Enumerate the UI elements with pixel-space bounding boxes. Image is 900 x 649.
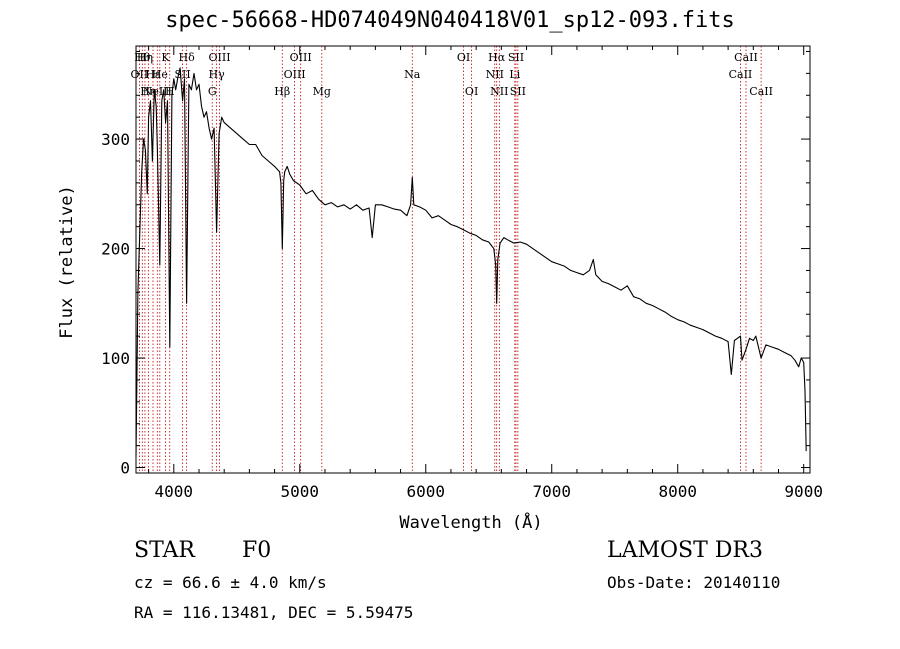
observation-date: Obs-Date: 20140110 <box>607 573 781 592</box>
y-tick-label-0: 0 <box>120 459 130 478</box>
plot-frame <box>135 45 811 474</box>
line-label-28: CaII <box>734 51 758 64</box>
y-tick-label-1: 100 <box>101 349 130 368</box>
line-label-21: NII <box>486 68 504 81</box>
line-markers-group <box>139 46 762 473</box>
redshift-cz: cz = 66.6 ± 4.0 km/s <box>134 573 327 592</box>
line-label-6: He <box>152 68 168 81</box>
x-tick-label-0: 4000 <box>155 482 194 501</box>
line-label-15: OIII <box>284 68 306 81</box>
line-label-18: Na <box>404 68 421 81</box>
line-label-20: OI <box>465 85 478 98</box>
x-tick-label-1: 5000 <box>281 482 320 501</box>
line-label-9: SII <box>174 68 190 81</box>
line-label-17: Mg <box>313 85 331 98</box>
object-subclass: F0 <box>242 538 272 563</box>
x-axis-label: Wavelength (Å) <box>399 511 542 533</box>
x-tick-label-4: 8000 <box>658 482 697 501</box>
survey-name: LAMOST DR3 <box>607 538 763 563</box>
object-class: STAR <box>134 538 195 563</box>
line-label-23: NII <box>490 85 508 98</box>
line-label-11: G <box>208 85 217 98</box>
line-label-25: SII <box>508 51 524 64</box>
ra-dec-coordinates: RA = 116.13481, DEC = 5.59475 <box>134 603 414 622</box>
line-label-29: CaII <box>749 85 773 98</box>
y-axis-label: Flux (relative) <box>57 185 77 339</box>
line-label-14: Hβ <box>274 85 290 98</box>
line-label-10: Hδ <box>179 51 196 64</box>
line-label-0: OII <box>131 68 149 81</box>
x-tick-label-5: 9000 <box>784 482 823 501</box>
ticks-group: 4000 5000 6000 7000 8000 9000 0 100 200 300 <box>101 46 823 501</box>
line-label-4: Hε <box>145 68 161 81</box>
series-group <box>135 67 807 457</box>
line-label-1: Hθ <box>134 51 151 64</box>
line-label-8: H <box>165 85 175 98</box>
y-tick-label-2: 200 <box>101 240 130 259</box>
line-label-19: OI <box>457 51 470 64</box>
line-label-5: NeIII <box>143 85 172 98</box>
x-tick-label-2: 6000 <box>406 482 445 501</box>
line-label-26: SII <box>510 85 526 98</box>
line-label-12: Hγ <box>209 68 226 81</box>
line-label-13: OIII <box>208 51 230 64</box>
line-label-22: Hα <box>488 51 506 64</box>
line-label-16: OIII <box>290 51 312 64</box>
series-line-0 <box>135 67 807 457</box>
line-label-24: Li <box>509 68 520 81</box>
line-label-3: Hη <box>140 85 156 98</box>
y-tick-label-3: 300 <box>101 130 130 149</box>
line-label-2: Hη <box>137 51 153 64</box>
line-label-27: CaII <box>729 68 753 81</box>
x-tick-label-3: 7000 <box>532 482 571 501</box>
line-label-7: K <box>161 51 170 64</box>
chart-title: spec-56668-HD074049N040418V01_sp12-093.f… <box>165 8 735 33</box>
line-labels-group: OIIHθHηHηHεNeIIIHeKHSIIHδGHγOIIIHβOIIIOI… <box>131 51 773 98</box>
